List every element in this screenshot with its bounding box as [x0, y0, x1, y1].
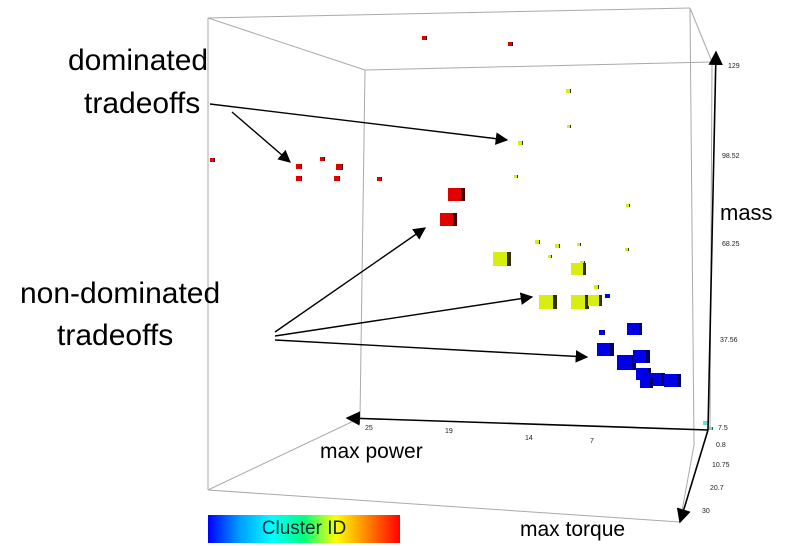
marker-shadow [598, 295, 602, 306]
data-point-red [422, 36, 426, 40]
dominated-label-line2: tradeoffs [84, 87, 200, 120]
data-point-red [210, 158, 214, 162]
data-point-yellow [539, 295, 553, 309]
data-point-red [334, 176, 339, 181]
marker-shadow [584, 295, 589, 309]
z-axis-title: max torque [520, 518, 625, 541]
power-ticks: 25 19 14 7 [365, 425, 594, 445]
data-point-red [296, 164, 301, 169]
data-point-yellow [626, 204, 629, 207]
tick-label: 68.25 [722, 241, 740, 248]
marker-shadow [506, 252, 511, 266]
arrow-nondominated-mid [274, 292, 534, 337]
marker-shadow [582, 263, 586, 275]
data-point-yellow [548, 255, 551, 258]
nondominated-label-line2: tradeoffs [57, 319, 173, 352]
data-point-blue [617, 355, 632, 370]
marker-shadow [638, 323, 642, 335]
marker-shadow [649, 378, 653, 388]
data-point-blue [640, 378, 650, 388]
tick-label: 14 [525, 435, 533, 442]
data-point-yellow [566, 89, 570, 93]
max-torque-axis [676, 429, 709, 524]
data-point-yellow [518, 141, 522, 145]
data-point-red [448, 188, 461, 201]
x-axis-title: max power [320, 440, 423, 463]
data-point-yellow [555, 244, 559, 248]
tick-label: 0.8 [716, 442, 726, 449]
dominated-label-line1: dominated [68, 44, 208, 77]
marker-shadow [460, 188, 465, 201]
tick-label: 7.5 [718, 425, 728, 432]
mass-axis [707, 50, 723, 431]
tick-label: 25 [365, 425, 373, 432]
arrow-nondominated-low [274, 339, 589, 363]
marker-shadow [660, 373, 665, 386]
marker-shadow [645, 350, 650, 363]
marker-shadow [452, 213, 457, 226]
arrow-nondominated-top [274, 227, 427, 333]
data-point-yellow [577, 243, 580, 246]
y-axis-title: mass [720, 200, 773, 225]
tick-label: 7 [590, 438, 594, 445]
arrow-dominated-left [231, 111, 291, 163]
data-point-blue [627, 323, 639, 335]
tick-label: 10.75 [712, 462, 730, 469]
data-point-yellow [571, 295, 585, 309]
axes [345, 50, 723, 524]
data-point-blue [597, 343, 610, 356]
cluster-colorbar: Cluster ID [208, 515, 400, 543]
data-point-red [320, 157, 324, 161]
data-point-yellow [588, 295, 599, 306]
data-point-red [508, 42, 512, 46]
data-point-yellow [493, 252, 507, 266]
data-point-yellow [535, 240, 539, 244]
nondominated-label-line1: non-dominated [20, 277, 220, 310]
colorbar-label: Cluster ID [261, 518, 347, 539]
data-markers [210, 36, 713, 430]
data-point-red [440, 213, 453, 226]
data-point-cyan [703, 421, 707, 425]
tick-label: 30 [702, 508, 710, 515]
arrow-dominated-right [209, 103, 509, 145]
tick-label: 129 [728, 63, 740, 70]
data-point-yellow [571, 263, 583, 275]
data-point-red [296, 176, 301, 181]
data-point-blue [636, 368, 648, 380]
data-point-red [377, 177, 381, 181]
data-point-yellow [625, 248, 628, 251]
mass-ticks: 129 98.52 68.25 37.56 7.5 [718, 63, 740, 432]
data-point-cyan [709, 427, 712, 430]
data-point-blue [599, 330, 604, 335]
data-point-yellow [514, 175, 517, 178]
data-point-blue [633, 350, 646, 363]
tick-label: 37.56 [720, 337, 738, 344]
data-point-blue [605, 294, 609, 298]
tick-label: 20.7 [710, 485, 724, 492]
marker-shadow [552, 295, 557, 309]
marker-shadow [609, 343, 614, 356]
bounding-box [207, 7, 713, 523]
tick-label: 19 [445, 428, 453, 435]
marker-shadow [676, 374, 681, 387]
data-point-yellow [594, 285, 598, 289]
torque-ticks: 0.8 10.75 20.7 30 [702, 442, 730, 515]
data-point-red [336, 164, 342, 170]
annotation-arrows [209, 103, 589, 363]
max-power-axis [345, 411, 709, 431]
data-point-yellow [567, 125, 570, 128]
tick-label: 98.52 [722, 153, 740, 160]
data-point-blue [664, 374, 677, 387]
